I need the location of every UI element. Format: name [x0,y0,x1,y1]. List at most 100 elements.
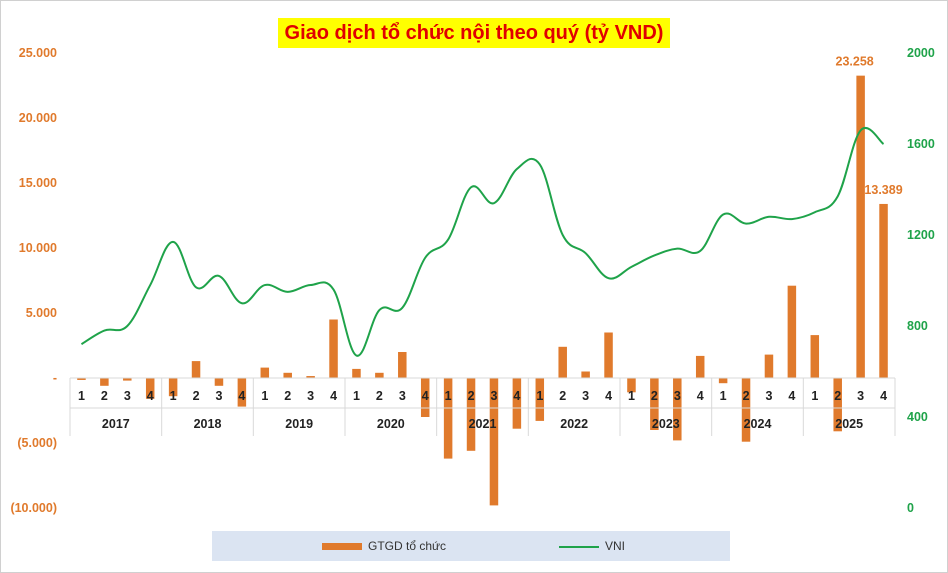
bar [604,332,613,378]
quarter-label: 2 [376,389,383,403]
legend-item-bar: GTGD tổ chức [322,531,446,561]
year-label: 2025 [835,417,863,431]
bar [420,378,430,417]
year-label: 2021 [469,417,497,431]
quarter-label: 1 [628,389,635,403]
data-label: 13.389 [864,183,902,197]
quarter-label: 2 [284,389,291,403]
bar [443,378,453,459]
legend-bar-swatch [322,543,362,551]
right-axis-tick-label: 2000 [907,46,935,60]
quarter-label: 3 [674,389,681,403]
legend-line-swatch [559,545,599,548]
bar [306,376,315,378]
quarter-label: 3 [215,389,222,403]
bar [787,285,797,378]
quarter-label: 1 [170,389,177,403]
left-axis-tick-label: 20.000 [19,111,57,125]
quarter-label: 1 [720,389,727,403]
bar [535,378,545,421]
quarter-label: 1 [445,389,452,403]
bar [695,355,705,378]
left-axis-tick-label: 5.000 [26,306,57,320]
right-axis-tick-label: 400 [907,410,928,424]
quarter-label: 2 [559,389,566,403]
right-axis-tick-label: 1200 [907,228,935,242]
bar [100,378,109,386]
quarter-label: 4 [238,389,245,403]
quarter-label: 1 [353,389,360,403]
bar [764,354,774,378]
bar [260,367,270,378]
quarter-label: 4 [422,389,429,403]
bar [191,361,201,378]
bar [352,368,361,378]
quarter-label: 4 [880,389,887,403]
bar [650,378,659,430]
legend-label-line: VNI [605,539,626,553]
quarter-label: 2 [101,389,108,403]
bar [168,378,178,397]
bar [810,335,820,378]
quarter-label: 4 [330,389,337,403]
bar [398,352,407,378]
bar [856,75,865,379]
quarter-label: 1 [261,389,268,403]
left-axis: 25.000 20.000 15.000 10.000 5.000 - (5.000) (10… [10,46,57,515]
chart-title: Giao dịch tổ chức nội theo quý (tỷ VND) [278,18,670,48]
quarter-label: 3 [124,389,131,403]
bar [581,371,590,378]
bar [718,378,728,384]
quarter-label: 3 [399,389,406,403]
year-label: 2020 [377,417,405,431]
bar [375,372,384,378]
quarter-label: 3 [765,389,772,403]
quarter-label: 3 [490,389,497,403]
bar [329,319,338,378]
bar-series [77,75,888,506]
year-label: 2018 [194,417,222,431]
quarter-label: 4 [147,389,154,403]
data-label: 23.258 [836,55,874,69]
year-label: 2017 [102,417,130,431]
quarter-label: 2 [743,389,750,403]
left-axis-tick-label: - [53,371,57,385]
quarter-label: 1 [811,389,818,403]
bar [466,378,476,451]
year-label: 2022 [560,417,588,431]
bar [77,378,86,380]
year-label: 2023 [652,417,680,431]
left-axis-tick-label: 25.000 [19,46,57,60]
quarter-label: 4 [513,389,520,403]
bar [558,346,567,378]
legend-item-line: VNI [559,531,625,561]
quarter-label: 4 [788,389,795,403]
quarter-label: 2 [193,389,200,403]
left-axis-tick-label: 15.000 [19,176,57,190]
category-axis: 1 2 3 4 1 2 3 4 1 2 3 4 1 2 3 4 1 2 3 4 1 2 3 4 1 2 3 4 1 2 3 4 1 2 3 4 2017… [69,377,896,436]
bar [673,378,682,441]
bar [123,378,132,381]
bar [237,378,247,407]
data-labels: 23.258 13.389 [836,55,903,197]
quarter-label: 2 [834,389,841,403]
right-axis-tick-label: 0 [907,501,914,515]
vni-line [80,127,885,357]
bar [489,378,499,506]
quarter-label: 1 [78,389,85,403]
right-axis: 2000 1600 1200 800 400 0 [907,46,935,515]
bar [283,372,292,378]
line-series [80,127,885,357]
quarter-label: 3 [857,389,864,403]
legend-label-bar: GTGD tổ chức [368,539,447,553]
quarter-label: 4 [697,389,704,403]
quarter-label: 3 [582,389,589,403]
bar [741,378,751,442]
bar [145,378,155,399]
bar [214,378,224,386]
quarter-label: 1 [536,389,543,403]
left-axis-tick-label: (10.000) [10,501,57,515]
left-axis-tick-label: (5.000) [17,436,57,450]
quarter-label: 3 [307,389,314,403]
